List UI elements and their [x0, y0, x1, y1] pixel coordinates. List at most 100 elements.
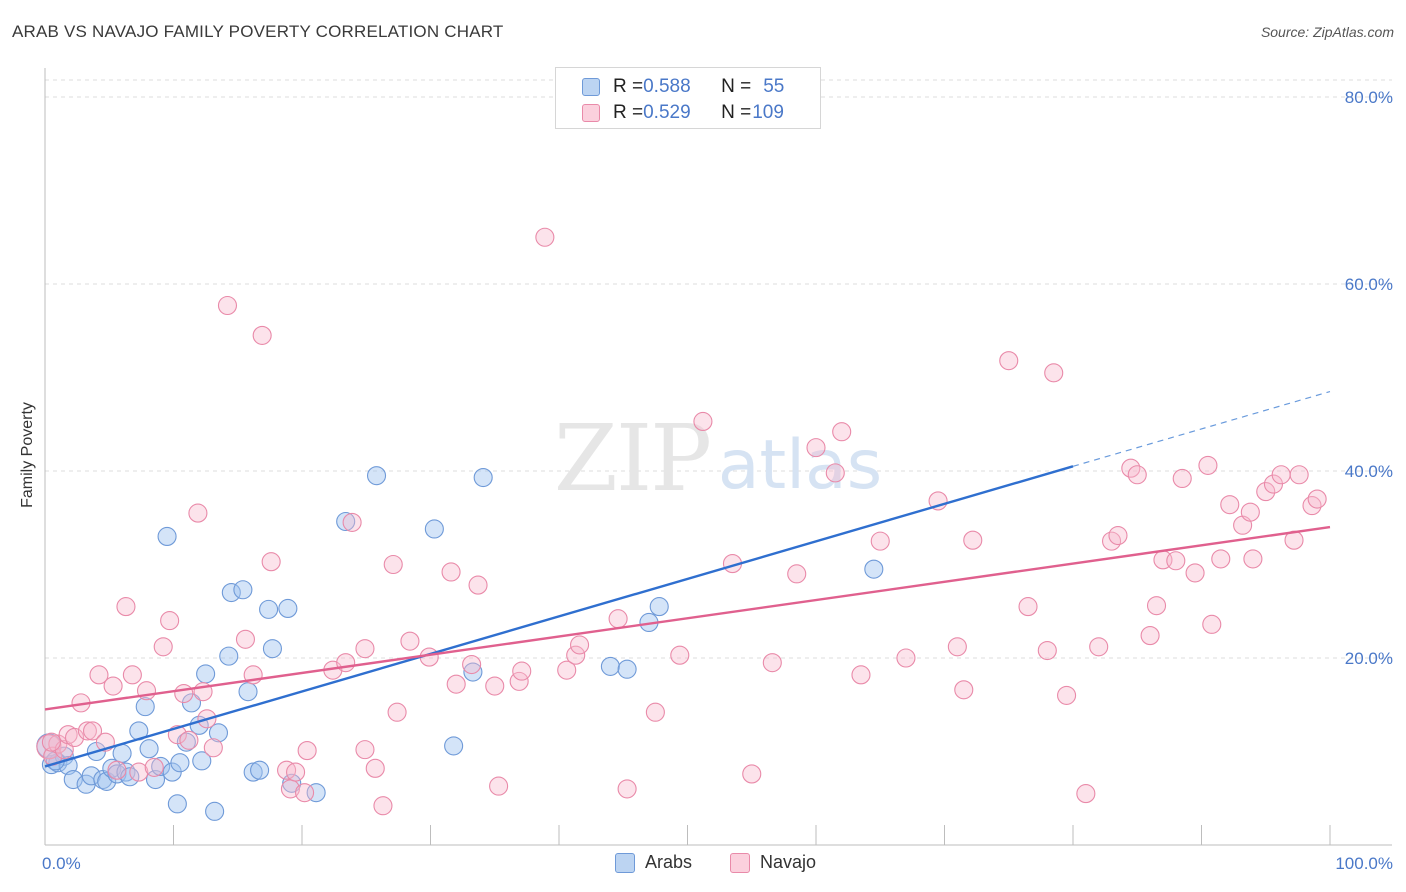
navajo-point [188, 503, 208, 523]
navajo-point [1202, 614, 1222, 634]
navajo-point [1240, 502, 1260, 522]
navajo-point [235, 629, 256, 649]
navajo-point [806, 438, 826, 458]
x-tick-label-min: 0.0% [42, 854, 81, 873]
arab-point [167, 794, 187, 814]
arab-point [205, 801, 225, 821]
navajo-point [1037, 640, 1057, 661]
navajo-swatch [582, 104, 600, 122]
navajo-point [954, 680, 974, 700]
navajo-point [342, 512, 362, 532]
y-tick-label: 20.0% [1345, 649, 1393, 668]
navajo-point [1302, 496, 1322, 516]
navajo-point [693, 411, 713, 431]
navajo-point [203, 738, 223, 758]
navajo-point [742, 764, 762, 784]
navajo-point [144, 757, 164, 777]
navajo-point [570, 635, 590, 655]
navajo-point [608, 609, 628, 629]
arab-point [233, 580, 253, 600]
navajo-point [645, 702, 665, 722]
arabs-legend-swatch [615, 852, 635, 873]
arab-point [139, 739, 159, 759]
navajo-point [462, 654, 482, 675]
navajo-point [512, 661, 532, 681]
arab-point [112, 743, 132, 763]
r-label: R = [613, 76, 644, 97]
n-value-arabs: 55 [763, 76, 785, 97]
arab-point [864, 559, 884, 579]
navajo-point [999, 351, 1019, 371]
arab-point [135, 697, 155, 717]
navajo-point [1220, 495, 1240, 515]
correlation-legend: R = 0.588 N = 55 R = 0.529 N = 109 [555, 67, 821, 129]
navajo-trend-line [44, 525, 1331, 711]
navajo-legend-swatch [730, 852, 750, 873]
r-value-arabs: 0.588 [643, 76, 691, 97]
y-tick-label: 60.0% [1345, 275, 1393, 294]
y-tick-label: 80.0% [1345, 88, 1393, 107]
navajo-point [252, 325, 272, 345]
navajo-point [1256, 482, 1276, 502]
navajo-point [217, 295, 238, 316]
navajo-point [160, 611, 180, 631]
navajo-point [1146, 596, 1167, 616]
arab-point [170, 753, 190, 773]
navajo-point [617, 779, 637, 799]
arab-trend-extension [1072, 390, 1331, 467]
navajo-legend-label: Navajo [760, 852, 817, 872]
navajo-point [179, 730, 199, 750]
arab-point [463, 662, 483, 682]
arab-point [238, 682, 258, 702]
legend-row-arabs: R = 0.588 N = 55 [582, 76, 784, 98]
navajo-point [446, 674, 466, 694]
navajo-point [870, 531, 890, 551]
arab-point [306, 783, 326, 803]
navajo-point [1289, 465, 1309, 485]
navajo-point [1108, 525, 1128, 546]
arab-point [617, 659, 637, 679]
legend-item-navajo[interactable]: Navajo [730, 852, 816, 873]
navajo-point [1198, 455, 1218, 475]
navajo-point [1018, 597, 1038, 617]
navajo-point [1243, 549, 1263, 569]
navajo-point [489, 776, 509, 796]
navajo-point [1089, 637, 1109, 657]
watermark: ZIP atlas [554, 405, 882, 512]
arab-point [444, 736, 464, 756]
navajo-point [485, 676, 505, 696]
chart-title: ARAB VS NAVAJO FAMILY POVERTY CORRELATIO… [12, 22, 504, 41]
legend-row-navajo: R = 0.529 N = 109 [582, 102, 784, 124]
navajo-point [122, 665, 142, 685]
navajo-point [153, 637, 173, 657]
arab-trend-line [44, 465, 1074, 768]
arab-point [424, 519, 444, 539]
navajo-point [1076, 784, 1096, 804]
arab-point [649, 597, 669, 617]
navajo-point [373, 796, 393, 816]
arab-point [473, 467, 493, 488]
navajo-point [832, 422, 852, 442]
arab-point [366, 466, 387, 486]
navajo-point [286, 762, 306, 782]
navajo-point [295, 783, 315, 803]
arab-point [243, 762, 263, 782]
x-tick-label-max: 100.0% [1335, 854, 1393, 873]
navajo-point [787, 564, 807, 584]
arab-point [151, 756, 171, 777]
legend-item-arabs[interactable]: Arabs [615, 852, 692, 873]
watermark-zip: ZIP [554, 405, 710, 512]
source-credit: Source: ZipAtlas.com [1260, 24, 1394, 40]
navajo-point [336, 653, 356, 673]
n-label: N = [721, 102, 752, 123]
navajo-point [1057, 685, 1077, 705]
arab-point [259, 599, 279, 619]
navajo-point [557, 660, 577, 680]
arab-point [63, 769, 83, 790]
navajo-point [355, 639, 375, 659]
navajo-point [103, 676, 123, 696]
arab-point [219, 646, 239, 666]
navajo-point [1166, 551, 1186, 571]
navajo-point [1211, 549, 1231, 569]
